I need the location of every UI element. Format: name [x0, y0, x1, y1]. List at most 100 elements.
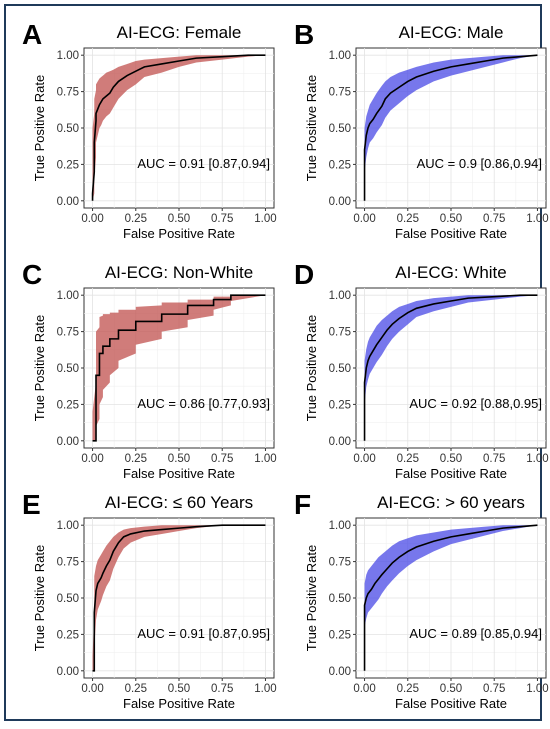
x-tick-label: 0.25 [125, 213, 147, 225]
x-tick-label: 0.00 [81, 453, 103, 465]
roc-curve [363, 294, 538, 441]
x-tick-label: 1.00 [254, 683, 276, 695]
y-axis-label: True Positive Rate [304, 75, 319, 181]
chart-title: AI-ECG: Female [117, 23, 242, 42]
roc-panel-e: E AI-ECG: ≤ 60 Years 0.00 0.25 0.50 0.75 1.00 0… [22, 489, 277, 711]
y-tick-label: 1.00 [329, 50, 351, 62]
x-axis-label: False Positive Rate [395, 466, 507, 481]
x-axis-label: False Positive Rate [123, 226, 235, 241]
y-tick-label: 0.50 [329, 593, 351, 605]
panel-letter: D [294, 259, 314, 290]
chart-title: AI-ECG: White [395, 263, 506, 282]
y-tick-label: 0.75 [329, 87, 351, 99]
y-axis-label: True Positive Rate [304, 545, 319, 651]
roc-curve [363, 524, 538, 671]
x-tick-label: 1.00 [526, 683, 548, 695]
confidence-band [364, 525, 538, 671]
roc-panel-c: C AI-ECG: Non-White 0.00 0.25 0.50 0.75 1.00 0.… [22, 259, 277, 481]
y-axis-label: True Positive Rate [32, 315, 47, 421]
roc-curve [92, 524, 266, 672]
x-tick-label: 0.50 [168, 453, 190, 465]
y-tick-label: 0.00 [57, 196, 79, 208]
x-tick-label: 0.00 [353, 453, 375, 465]
panel-letter: F [294, 489, 311, 520]
x-tick-label: 0.00 [353, 213, 375, 225]
y-tick-label: 0.50 [57, 363, 79, 375]
y-tick-label: 0.00 [57, 666, 79, 678]
x-tick-label: 0.25 [397, 453, 419, 465]
y-tick-label: 0.50 [57, 593, 79, 605]
chart-title: AI-ECG: > 60 years [377, 493, 525, 512]
panel-letter: C [22, 259, 42, 290]
y-tick-label: 0.25 [57, 629, 79, 641]
y-tick-label: 0.75 [57, 327, 79, 339]
x-tick-label: 0.25 [397, 683, 419, 695]
auc-annotation: AUC = 0.9 [0.86,0.94] [417, 156, 542, 171]
x-tick-label: 0.75 [483, 683, 505, 695]
chart-title: AI-ECG: Non-White [105, 263, 253, 282]
panel-letter: E [22, 489, 41, 520]
y-tick-label: 0.25 [329, 629, 351, 641]
y-tick-label: 0.25 [57, 399, 79, 411]
y-tick-label: 1.00 [57, 290, 79, 302]
x-tick-label: 0.25 [397, 213, 419, 225]
auc-annotation: AUC = 0.86 [0.77,0.93] [137, 396, 270, 411]
roc-curve [363, 54, 538, 201]
roc-panel-a: A AI-ECG: Female 0.00 0.25 0.50 0.75 1.00 0.00 0… [22, 19, 277, 241]
y-tick-label: 0.75 [329, 557, 351, 569]
x-axis-label: False Positive Rate [123, 696, 235, 711]
y-axis-label: True Positive Rate [32, 545, 47, 651]
panel-letter: A [22, 19, 42, 50]
x-tick-label: 0.25 [125, 453, 147, 465]
x-tick-label: 0.00 [81, 683, 103, 695]
y-tick-label: 0.00 [329, 196, 351, 208]
x-axis-label: False Positive Rate [395, 696, 507, 711]
auc-annotation: AUC = 0.91 [0.87,0.95] [137, 626, 270, 641]
y-tick-label: 0.00 [57, 436, 79, 448]
x-tick-label: 0.75 [211, 213, 233, 225]
panel-letter: B [294, 19, 314, 50]
roc-curve [91, 54, 266, 201]
x-tick-label: 0.50 [440, 683, 462, 695]
roc-panel-b: B AI-ECG: Male 0.00 0.25 0.50 0.75 1.00 0.00 0.2… [294, 19, 549, 241]
x-tick-label: 1.00 [254, 453, 276, 465]
x-tick-label: 0.50 [440, 213, 462, 225]
x-tick-label: 0.75 [483, 213, 505, 225]
y-tick-label: 0.75 [329, 327, 351, 339]
y-tick-label: 1.00 [329, 290, 351, 302]
y-tick-label: 0.00 [329, 666, 351, 678]
x-tick-label: 0.75 [211, 683, 233, 695]
x-tick-label: 0.00 [353, 683, 375, 695]
y-axis-label: True Positive Rate [32, 75, 47, 181]
y-axis-label: True Positive Rate [304, 315, 319, 421]
x-tick-label: 1.00 [526, 453, 548, 465]
roc-panel-f: F AI-ECG: > 60 years 0.00 0.25 0.50 0.75 1.00 0… [294, 489, 549, 711]
y-tick-label: 0.50 [57, 123, 79, 135]
confidence-band [364, 55, 538, 201]
auc-annotation: AUC = 0.89 [0.85,0.94] [409, 626, 542, 641]
y-tick-label: 0.25 [329, 399, 351, 411]
x-tick-label: 0.75 [211, 453, 233, 465]
auc-annotation: AUC = 0.92 [0.88,0.95] [409, 396, 542, 411]
y-tick-label: 0.75 [57, 557, 79, 569]
roc-panel-d: D AI-ECG: White 0.00 0.25 0.50 0.75 1.00 0.00 0.… [294, 259, 549, 481]
chart-title: AI-ECG: ≤ 60 Years [105, 493, 253, 512]
x-tick-label: 0.25 [125, 683, 147, 695]
y-tick-label: 0.00 [329, 436, 351, 448]
x-tick-label: 0.75 [483, 453, 505, 465]
roc-curve [92, 294, 266, 442]
y-tick-label: 1.00 [329, 520, 351, 532]
auc-annotation: AUC = 0.91 [0.87,0.94] [137, 156, 270, 171]
x-tick-label: 0.50 [440, 453, 462, 465]
x-axis-label: False Positive Rate [395, 226, 507, 241]
y-tick-label: 0.50 [329, 123, 351, 135]
x-axis-label: False Positive Rate [123, 466, 235, 481]
x-tick-label: 0.00 [81, 213, 103, 225]
y-tick-label: 0.50 [329, 363, 351, 375]
y-tick-label: 0.75 [57, 87, 79, 99]
chart-title: AI-ECG: Male [399, 23, 504, 42]
x-tick-label: 1.00 [254, 213, 276, 225]
y-tick-label: 0.25 [57, 159, 79, 171]
x-tick-label: 0.50 [168, 213, 190, 225]
